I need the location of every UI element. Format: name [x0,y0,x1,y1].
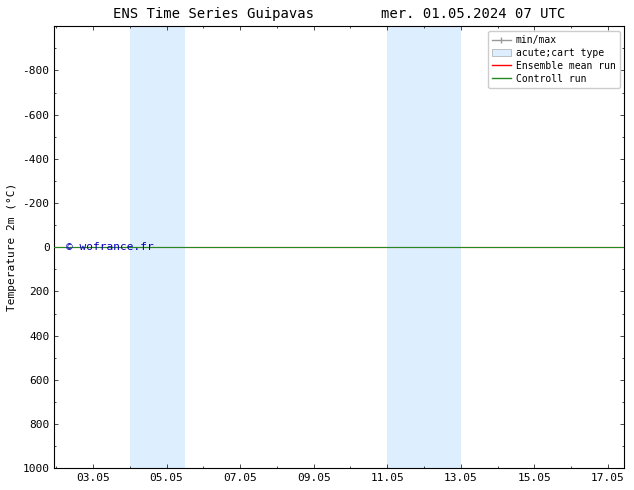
Text: © wofrance.fr: © wofrance.fr [66,242,153,252]
Bar [130,26,185,468]
Legend: min/max, acute;cart type, Ensemble mean run, Controll run: min/max, acute;cart type, Ensemble mean … [488,31,619,88]
Bar [387,26,461,468]
Y-axis label: Temperature 2m (°C): Temperature 2m (°C) [7,183,17,311]
Title: ENS Time Series Guipavas        mer. 01.05.2024 07 UTC: ENS Time Series Guipavas mer. 01.05.2024… [113,7,566,21]
